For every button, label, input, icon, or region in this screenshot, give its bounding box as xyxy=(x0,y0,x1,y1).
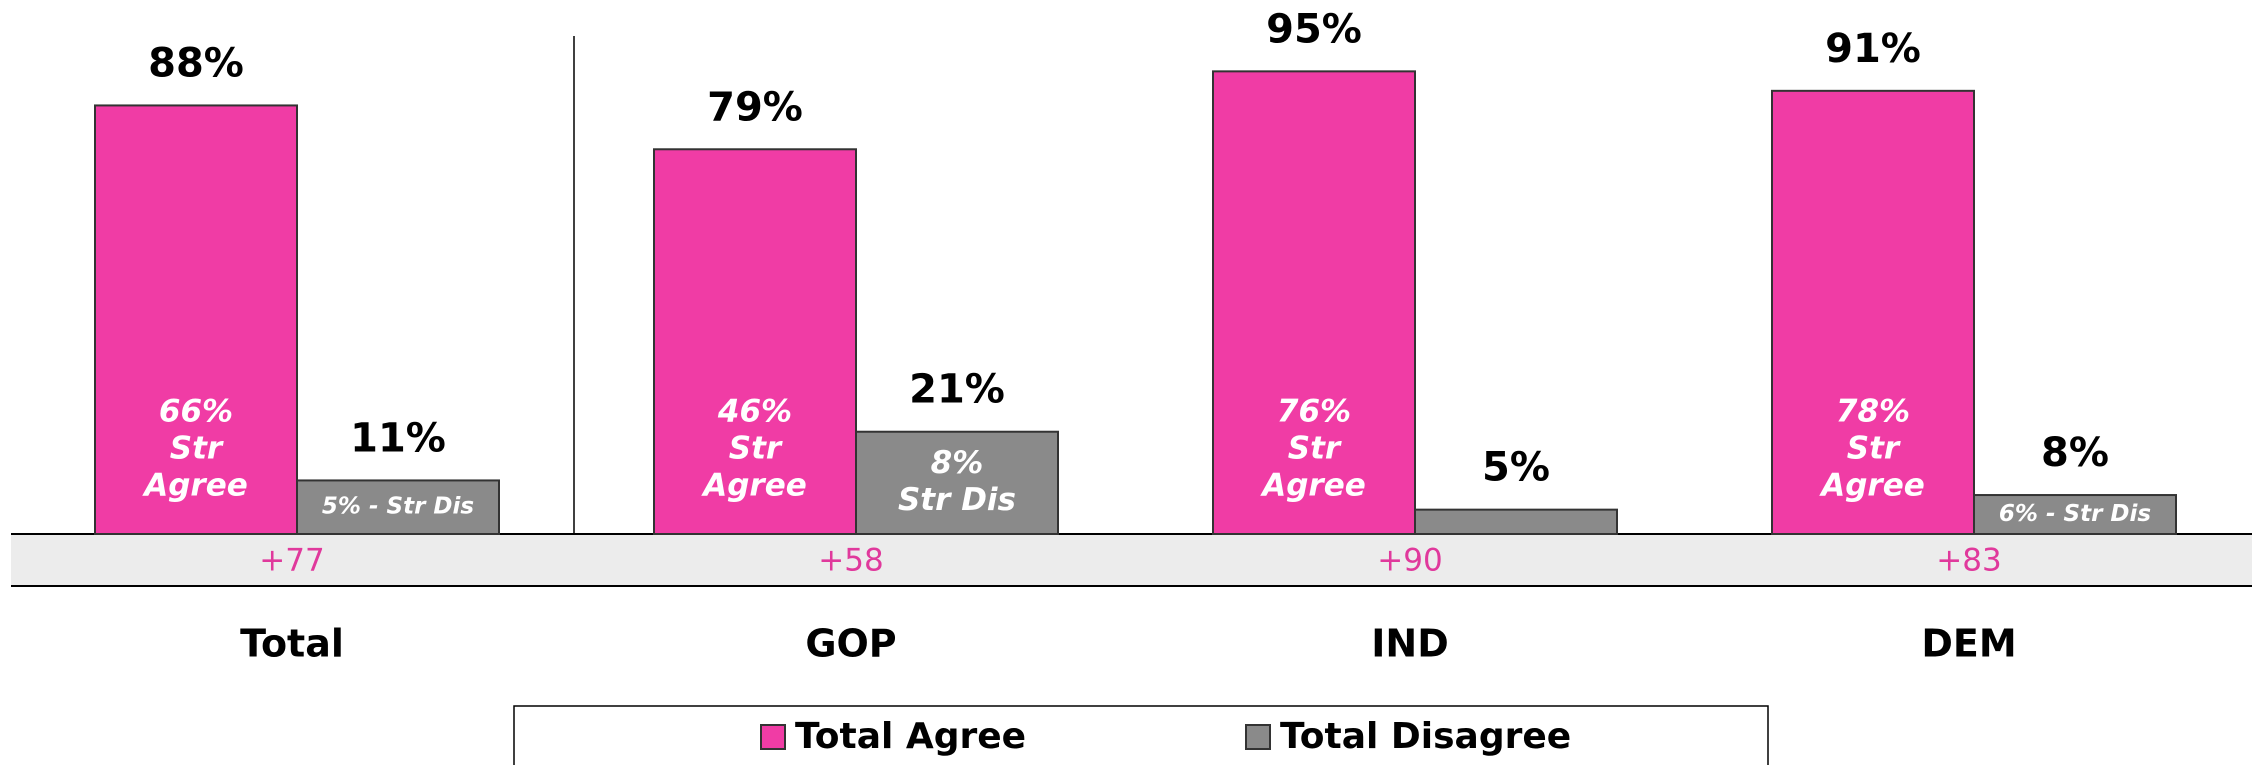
inner-label: Str xyxy=(1288,431,1342,467)
net-label: +58 xyxy=(818,543,883,579)
net-label: +90 xyxy=(1377,543,1442,579)
inner-label: Str xyxy=(170,431,224,467)
legend-swatch xyxy=(1245,724,1271,750)
value-label: 5% xyxy=(1482,445,1550,491)
net-label: +83 xyxy=(1936,543,2001,579)
value-label: 11% xyxy=(350,415,446,461)
legend-label: Total Disagree xyxy=(1280,716,1571,757)
inner-label: 6% - Str Dis xyxy=(1999,501,2151,527)
legend-label: Total Agree xyxy=(795,716,1026,757)
category-label: DEM xyxy=(1921,622,2016,666)
inner-label: Agree xyxy=(1259,468,1366,504)
inner-label: Str xyxy=(729,431,783,467)
inner-label: Str Dis xyxy=(898,482,1016,518)
net-label: +77 xyxy=(259,543,324,579)
category-label: Total xyxy=(240,622,344,666)
bar xyxy=(1973,494,2177,536)
net-band xyxy=(11,534,2252,586)
value-label: 8% xyxy=(2041,430,2109,476)
inner-label: Agree xyxy=(700,468,807,504)
value-label: 95% xyxy=(1266,6,1362,52)
value-label: 88% xyxy=(148,40,244,86)
bar xyxy=(653,148,857,536)
inner-label: 8% xyxy=(931,445,984,481)
legend-swatch xyxy=(760,724,786,750)
inner-label: 66% xyxy=(159,393,233,429)
category-label: IND xyxy=(1371,622,1448,666)
bar xyxy=(855,430,1059,536)
bar xyxy=(94,104,298,535)
legend-box xyxy=(513,705,1769,765)
value-label: 91% xyxy=(1825,26,1921,72)
value-label: 21% xyxy=(909,367,1005,413)
inner-label: 76% xyxy=(1277,393,1351,429)
bar xyxy=(1212,70,1416,535)
inner-label: 78% xyxy=(1836,393,1910,429)
inner-label: Agree xyxy=(1818,468,1925,504)
inner-label: 46% xyxy=(717,393,792,429)
bar xyxy=(1771,89,1975,536)
category-label: GOP xyxy=(805,622,896,666)
bar xyxy=(1414,508,1618,535)
bar xyxy=(296,479,500,535)
inner-label: 5% - Str Dis xyxy=(322,494,474,520)
inner-label: Agree xyxy=(141,468,248,504)
value-label: 79% xyxy=(707,84,803,130)
inner-label: Str xyxy=(1847,431,1901,467)
